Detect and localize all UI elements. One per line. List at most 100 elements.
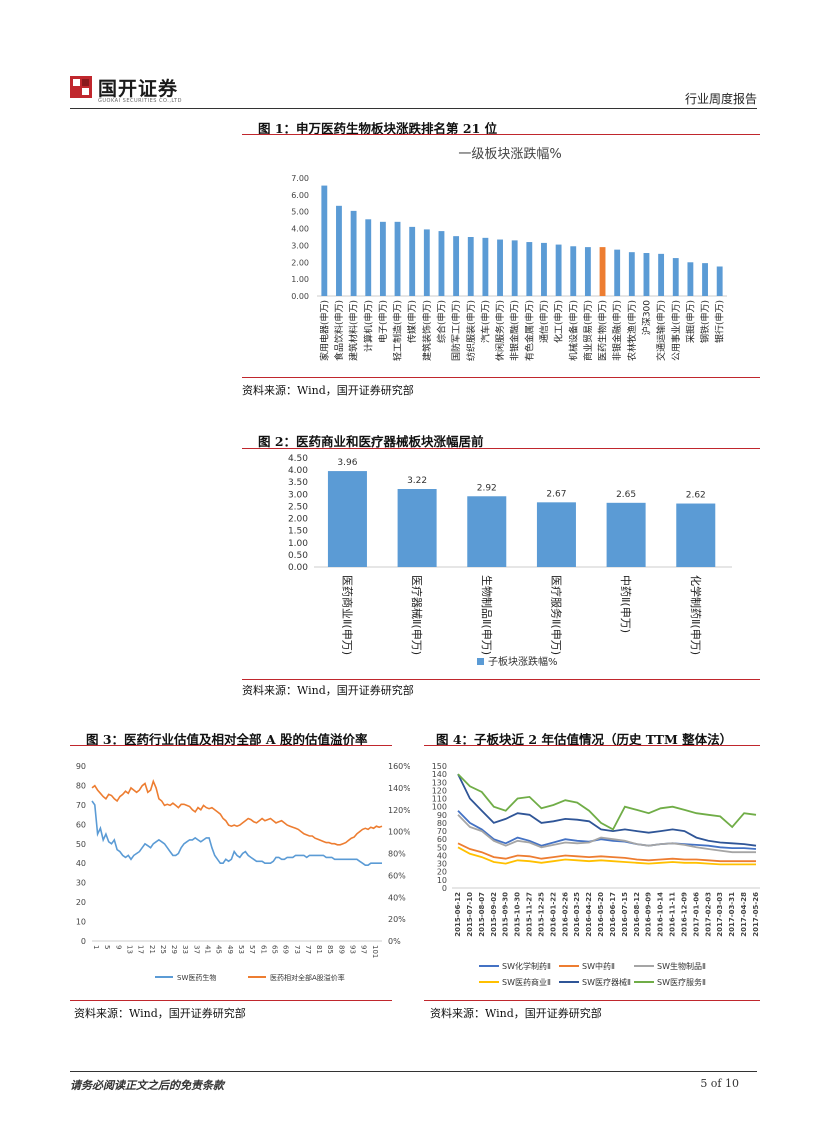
chart3-xtick: 73 xyxy=(293,945,301,954)
chart3-xtick: 89 xyxy=(337,945,345,954)
chart4-xtick: 2016-04-22 xyxy=(585,892,593,937)
chart4-ytick: 10 xyxy=(437,876,447,885)
chart1-ytick: 3.00 xyxy=(291,241,309,250)
figure2-label: 图 2：医药商业和医疗器械板块涨幅居前 xyxy=(258,434,484,449)
chart1-bar xyxy=(658,253,665,296)
chart3-xtick: 97 xyxy=(360,945,368,954)
chart1-bar xyxy=(321,185,328,296)
chart4-legend-label: SW医药商业Ⅱ xyxy=(502,977,551,987)
chart1-xtick: 采掘(申万) xyxy=(684,300,696,343)
report-type: 行业周度报告 xyxy=(684,92,757,106)
chart4-xtick: 2016-11-11 xyxy=(669,892,677,937)
chart4-series-line xyxy=(457,842,756,863)
chart3-xtick: 41 xyxy=(204,945,212,954)
chart1-xtick: 有色金属(申万) xyxy=(523,300,535,361)
chart3-legend-label: 医药相对全部A股溢价率 xyxy=(270,973,345,982)
chart1-title: 一级板块涨跌幅% xyxy=(458,146,561,162)
chart2-ytick: 0.00 xyxy=(288,563,308,573)
figure4-divider xyxy=(424,745,760,746)
chart2-bar xyxy=(467,496,507,567)
chart1-xtick: 交通运输(申万) xyxy=(655,300,667,361)
chart4-xtick: 2017-02-03 xyxy=(704,892,712,937)
chart1-bar xyxy=(350,210,357,296)
chart1-xtick: 传媒(申万) xyxy=(406,300,418,343)
chart4-ytick: 0 xyxy=(442,884,447,893)
chart2-ytick: 0.50 xyxy=(288,551,308,561)
chart3-ytick: 30 xyxy=(76,879,86,888)
chart4-series-line xyxy=(457,773,757,847)
chart1-bar xyxy=(409,226,416,296)
figure1-bottom-divider xyxy=(242,377,760,378)
chart3-xtick: 49 xyxy=(226,945,234,954)
chart3-xtick: 37 xyxy=(192,945,200,954)
chart4-legend-label: SW中药Ⅱ xyxy=(582,961,615,971)
chart4-xtick: 2016-05-20 xyxy=(597,892,605,937)
disclaimer-link[interactable]: 请务必阅读正文之后的免责条款 xyxy=(70,1079,224,1092)
chart4-ytick: 40 xyxy=(437,851,447,860)
chart4-xtick: 2016-08-12 xyxy=(633,892,641,937)
chart4-ytick: 120 xyxy=(432,786,447,795)
chart2-ytick: 1.50 xyxy=(288,527,308,537)
chart1-bar xyxy=(570,246,577,296)
chart1-bar xyxy=(365,219,372,296)
chart4-xtick: 2016-01-22 xyxy=(549,892,557,937)
figure2-chart: 0.00 0.50 1.00 1.50 2.00 2.50 3.00 3.50 4.00 4.50… xyxy=(288,454,732,668)
chart4-xtick: 2016-07-15 xyxy=(621,892,629,937)
chart3-y2tick: 0% xyxy=(388,937,401,946)
figure4-source: 资料来源：Wind，国开证券研究部 xyxy=(430,1007,602,1020)
chart1-xtick: 公用事业(申万) xyxy=(670,300,682,361)
chart2-ytick: 1.00 xyxy=(288,539,308,549)
chart1-bar xyxy=(379,221,386,296)
chart2-ytick: 4.50 xyxy=(288,454,308,464)
chart4-series-line xyxy=(457,810,757,850)
chart4-series-line xyxy=(457,814,756,854)
chart4-ytick: 20 xyxy=(437,868,447,877)
chart1-xtick: 电子(申万) xyxy=(377,300,389,343)
chart4-ytick: 110 xyxy=(432,795,447,804)
chart1-xtick: 机械设备(申万) xyxy=(567,300,579,361)
chart3-series-line xyxy=(91,778,383,846)
chart4-ytick: 30 xyxy=(437,860,447,869)
chart1-xtick: 建筑材料(申万) xyxy=(348,300,360,361)
chart3-y2tick: 80% xyxy=(388,850,406,859)
chart3-xtick: 61 xyxy=(259,945,267,954)
chart4-ytick: 80 xyxy=(437,819,447,828)
chart1-bar xyxy=(628,252,635,296)
chart3-legend-label: SW医药生物 xyxy=(177,973,216,982)
chart1-bar xyxy=(599,247,606,296)
chart2-xtick: 中药Ⅱ(申万) xyxy=(619,575,632,633)
chart4-legend-label: SW医疗服务Ⅱ xyxy=(657,977,706,987)
chart3-xtick: 45 xyxy=(215,945,223,954)
chart1-bar xyxy=(687,262,694,296)
chart1-bar xyxy=(467,237,474,296)
chart3-xtick: 65 xyxy=(270,945,278,954)
chart1-ytick: 5.00 xyxy=(291,208,309,217)
chart1-xtick: 非银金融(申万) xyxy=(509,300,521,361)
figure1-chart: 一级板块涨跌幅% 0.00 1.00 2.00 3.00 4.00 5.00 6.00 7.00… xyxy=(291,146,727,361)
chart3-y2tick: 40% xyxy=(388,893,406,902)
chart4-legend-label: SW化学制药Ⅱ xyxy=(502,961,551,971)
chart3-xtick: 17 xyxy=(137,945,145,954)
chart1-bar xyxy=(453,236,460,296)
chart3-ytick: 20 xyxy=(76,898,86,907)
chart2-xtick: 医疗器械Ⅱ(申万) xyxy=(410,575,424,655)
chart3-xtick: 53 xyxy=(237,945,245,954)
chart2-ytick: 2.00 xyxy=(288,515,308,525)
chart3-xtick: 57 xyxy=(248,945,256,954)
chart1-xtick: 家用电器(申万) xyxy=(318,300,330,361)
figure3-label: 图 3：医药行业估值及相对全部 A 股的估值溢价率 xyxy=(86,732,368,747)
chart1-xtick: 汽车(申万) xyxy=(479,300,491,343)
chart4-legend-label: SW生物制品Ⅱ xyxy=(657,961,706,971)
chart3-y2tick: 100% xyxy=(388,828,410,837)
chart4-xtick: 2015-06-12 xyxy=(454,892,462,937)
chart1-bar xyxy=(716,266,723,296)
chart3-ytick: 50 xyxy=(76,840,86,849)
chart2-xtick: 化学制药Ⅱ(申万) xyxy=(689,575,703,655)
chart2-data-label: 2.62 xyxy=(686,491,706,501)
chart4-xtick: 2017-03-31 xyxy=(728,892,736,937)
chart2-bar xyxy=(327,471,367,567)
chart1-ytick: 1.00 xyxy=(291,275,309,284)
chart3-xtick: 5 xyxy=(103,945,111,949)
chart2-xtick: 医药商业Ⅱ(申万) xyxy=(340,575,354,655)
